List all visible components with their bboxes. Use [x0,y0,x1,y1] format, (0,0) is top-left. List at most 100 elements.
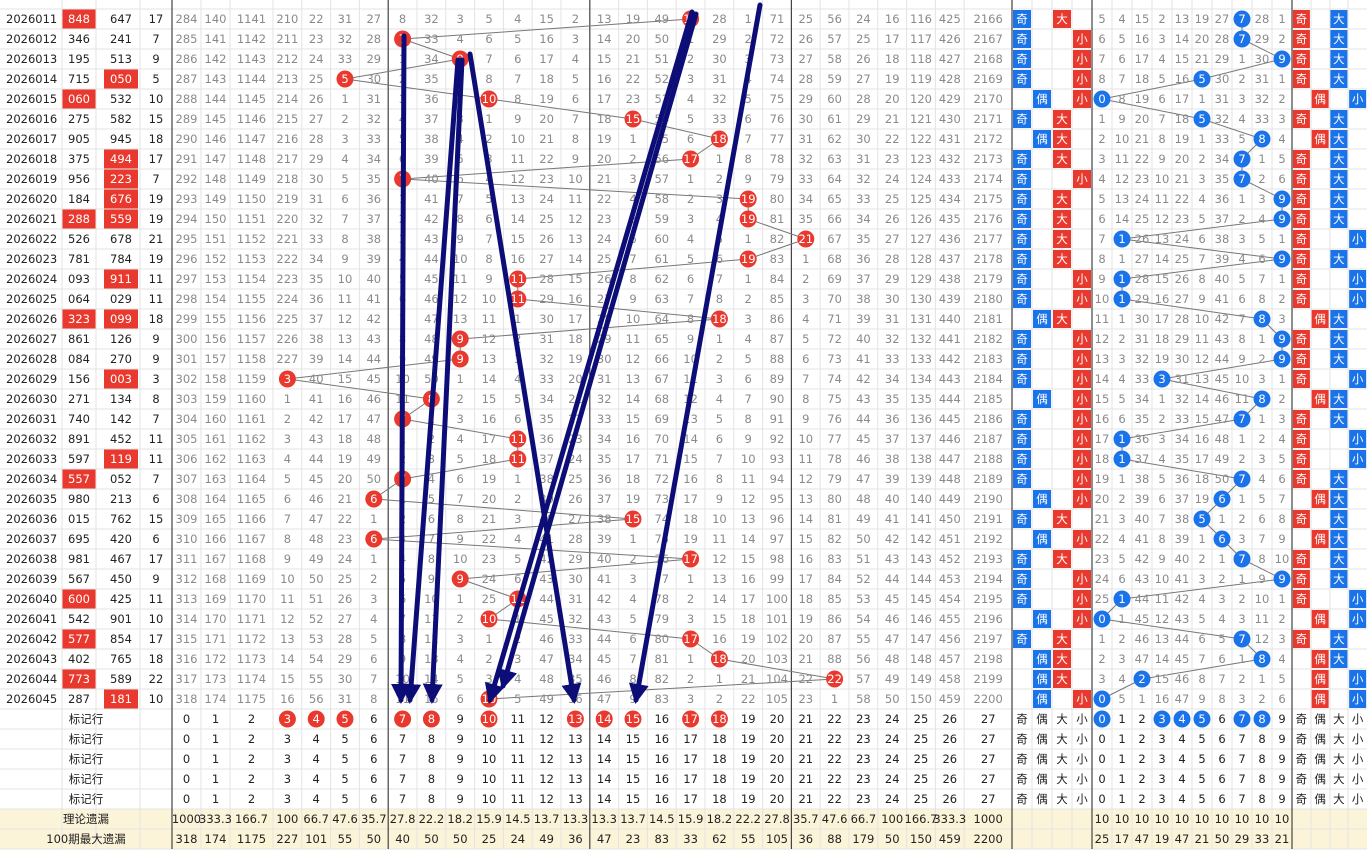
omission: 1146 [237,112,266,126]
omission: 36 [597,472,612,486]
omission: 4 [1278,132,1285,146]
omission: 26 [1135,232,1150,246]
omission: 34 [856,212,871,226]
zone-hit [1073,530,1091,548]
stat-value: 1175 [237,832,266,846]
omission: 7 [716,452,723,466]
issue: 2026023 [6,252,57,266]
omission: 318 [176,692,198,706]
omission: 27 [338,612,353,626]
issue: 2026026 [6,312,57,326]
omission: 33 [366,132,381,146]
omission: 3 [745,312,752,326]
marked-number: 7 [399,712,406,726]
omission: 9 [1118,112,1125,126]
sum-value: 3 [152,372,159,386]
omission: 55 [654,132,669,146]
omission: 2182 [974,332,1003,346]
omission: 31 [885,312,900,326]
omission: 2177 [974,232,1003,246]
omission: 30 [856,132,871,146]
omission: 18 [626,472,641,486]
highlight-cell [62,9,96,29]
omission: 316 [176,652,198,666]
omission: 40 [424,172,439,186]
omission: 17 [338,412,353,426]
omission: 31 [1135,332,1150,346]
issue: 2026017 [6,132,57,146]
omission: 4 [802,312,809,326]
omission: 6 [629,232,636,246]
zone-label: 小 [1076,692,1088,706]
mark-number: 6 [370,732,377,746]
omission: 46 [366,392,381,406]
zone-label: 偶 [1314,532,1326,546]
omission: 1151 [237,212,266,226]
zone-hit [1073,270,1091,288]
zone-header: 偶 [1314,772,1326,786]
zone-hit [1013,10,1031,28]
omission: 301 [176,352,198,366]
omission: 1 [1278,72,1285,86]
zone-label: 大 [1056,312,1068,326]
omission: 4 [399,552,406,566]
omission: 8 [1118,92,1125,106]
omission: 15 [539,12,554,26]
omission: 2 [485,652,492,666]
omission: 30 [885,292,900,306]
draw-number: 270 [110,352,132,366]
zone-hit [1292,350,1310,368]
zone-hit [1311,530,1329,548]
stat-value: 21 [1195,832,1210,846]
omission: 1 [485,112,492,126]
mark-number: 1 [212,752,219,766]
omission: 35 [1215,172,1230,186]
omission: 55 [856,632,871,646]
omission: 39 [1215,252,1230,266]
zone-hit [1292,210,1310,228]
omission: 72 [827,332,842,346]
sum-hit-ball [826,670,844,688]
mark-number: 20 [770,772,785,786]
zone-label: 大 [1333,652,1345,666]
omission: 442 [939,352,961,366]
omission: 6 [514,412,521,426]
zone-label: 奇 [1016,592,1028,606]
omission: 11 [1115,152,1130,166]
issue: 2026034 [6,472,57,486]
omission: 84 [827,572,842,586]
omission: 144 [910,572,932,586]
tail-hit-ball [1253,390,1271,408]
omission: 11 [482,312,497,326]
mark-number: 8 [1258,772,1265,786]
omission: 296 [176,252,198,266]
tail-hit-ball [1213,490,1231,508]
omission: 16 [626,432,641,446]
issue: 2026027 [6,332,57,346]
omission: 37 [1215,212,1230,226]
omission: 63 [827,152,842,166]
omission: 8 [284,532,291,546]
omission: 4 [341,152,348,166]
omission: 2 [1118,632,1125,646]
omission: 25 [309,72,324,86]
omission: 1 [399,492,406,506]
trace-line [287,378,432,400]
omission: 19 [1175,132,1190,146]
tail-hit: 7 [1238,632,1245,646]
zone-header: 偶 [1036,712,1048,726]
zone-hit [1073,690,1091,708]
omission: 12 [568,212,583,226]
tail-hit-ball [1273,570,1291,588]
stat-value: 100 [881,812,903,826]
omission: 441 [939,332,961,346]
omission: 25 [1175,252,1190,266]
omission: 29 [856,112,871,126]
omission: 286 [176,52,198,66]
omission: 19 [1135,92,1150,106]
omission: 2176 [974,212,1003,226]
zone-hit [1013,590,1031,608]
omission: 18 [338,432,353,446]
zone-label: 偶 [1314,392,1326,406]
zone-hit [1349,670,1367,688]
